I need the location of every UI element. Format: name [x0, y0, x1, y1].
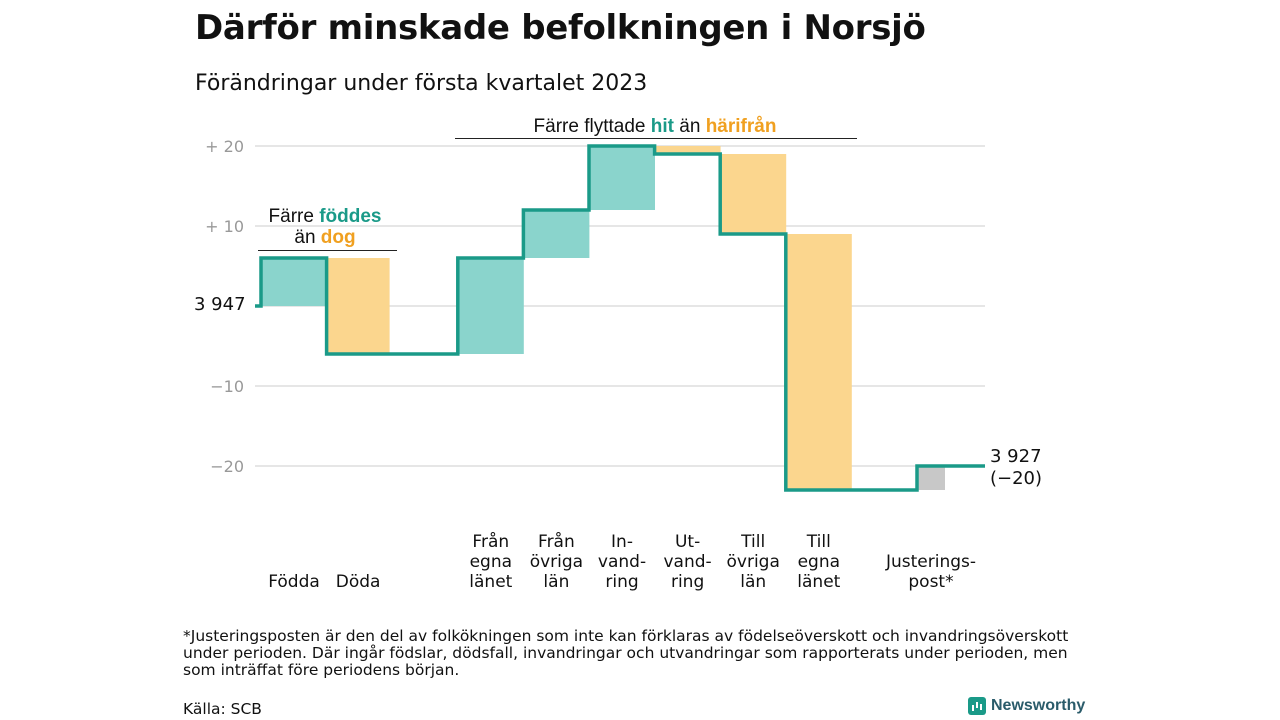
category-label: In-vand-ring [598, 532, 646, 592]
category-label-line: vand- [597, 552, 647, 572]
bar-increase [261, 258, 327, 306]
annotation-migration-mid: än [673, 116, 706, 137]
category-label-line: län [543, 572, 570, 592]
brand-logo: Newsworthy [968, 697, 1085, 715]
bar-decrease [720, 154, 787, 234]
bar-decrease [785, 234, 852, 490]
category-label-line: övriga [726, 552, 780, 572]
category-label-line: Från [538, 532, 575, 552]
annotation-migration: Färre flyttade hit än härifrån [455, 116, 855, 137]
category-label-line: In- [611, 532, 633, 552]
y-tick-label: + 20 [205, 137, 244, 156]
brand-name: Newsworthy [991, 697, 1086, 714]
bar-adjustment [917, 466, 945, 490]
category-label: Födda [268, 572, 320, 592]
bar-increase [589, 146, 655, 210]
category-label-line: Till [806, 532, 831, 552]
annotation-births-pre: Färre [268, 206, 320, 227]
source: Källa: SCB [183, 700, 262, 718]
footnote: *Justeringsposten är den del av folkökni… [183, 627, 1069, 679]
bar-increase [523, 210, 590, 258]
end-value-label: 3 927 (−20) [990, 446, 1042, 490]
newsworthy-icon [968, 697, 986, 715]
chart-subtitle: Förändringar under första kvartalet 2023 [195, 71, 648, 96]
category-label-line: post* [908, 572, 954, 592]
category-label-line: länet [469, 572, 513, 592]
category-label: Från övriga län [530, 532, 583, 592]
category-label-line: länet [797, 572, 841, 592]
annotation-migration-pre: Färre flyttade [533, 116, 651, 137]
category-label: Justerings-post* [886, 552, 976, 592]
y-tick-label: −20 [210, 457, 244, 476]
population-step-line [255, 144, 985, 492]
category-label: Döda [336, 572, 381, 592]
category-label: Från egna länet [469, 532, 512, 592]
chart-title: Därför minskade befolkningen i Norsjö [195, 8, 926, 48]
bar-decrease [654, 146, 721, 154]
category-label-line: Döda [335, 572, 381, 592]
end-value: 3 927 [990, 446, 1042, 467]
end-change: (−20) [990, 468, 1043, 489]
start-value-label: 3 947 [194, 294, 246, 315]
annotation-migration-out: härifrån [705, 116, 777, 137]
annotation-births-rule [258, 250, 397, 251]
y-tick-label: + 10 [205, 217, 244, 236]
category-label-line: Justerings- [885, 552, 977, 572]
annotation-births-in: föddes [319, 206, 382, 227]
annotation-births: Färre föddes än dog [250, 206, 400, 248]
category-label-line: egna [797, 552, 841, 572]
annotation-migration-rule [455, 138, 857, 139]
annotation-deaths-pre: än [294, 227, 321, 248]
category-label-line: Födda [268, 572, 320, 592]
category-label-line: ring [605, 572, 639, 592]
annotation-migration-in: hit [650, 116, 674, 137]
bar-decrease [326, 258, 390, 354]
annotation-deaths-out: dog [320, 227, 356, 248]
category-label-line: Ut- [674, 532, 701, 552]
category-label-line: Till [741, 532, 766, 552]
category-label-line: Från [472, 532, 510, 552]
category-label-line: övriga [529, 552, 584, 572]
category-label: Till egna länet [797, 532, 840, 592]
category-label-line: län [740, 572, 767, 592]
category-label: Ut-vand-ring [664, 532, 712, 592]
category-label-line: ring [670, 572, 705, 592]
bar-increase [457, 258, 524, 354]
category-label-line: egna [469, 552, 513, 572]
category-label: Till övriga län [726, 532, 779, 592]
category-label-line: vand- [663, 552, 712, 572]
y-tick-label: −10 [210, 377, 244, 396]
